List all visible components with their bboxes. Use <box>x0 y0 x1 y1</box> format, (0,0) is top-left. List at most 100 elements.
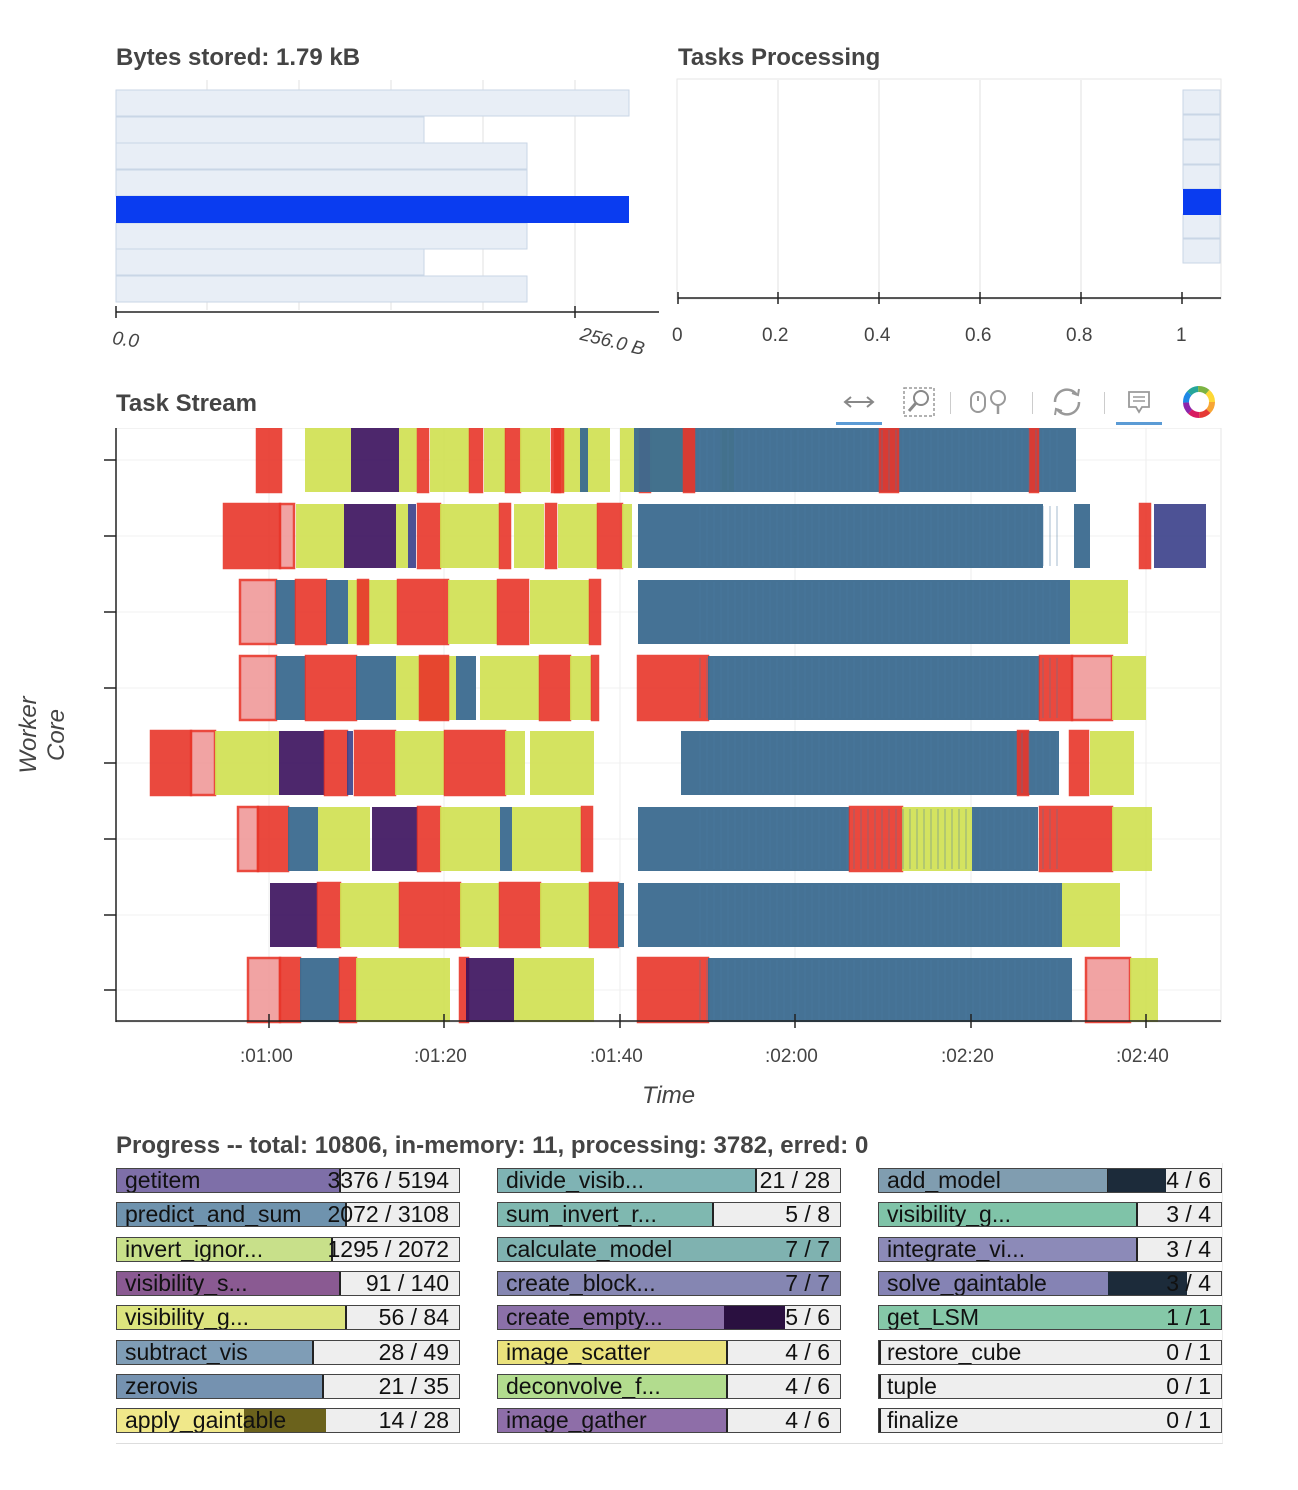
task-rect <box>256 805 290 873</box>
task-rect <box>1074 504 1090 568</box>
progress-fill <box>117 1340 315 1364</box>
task-stream-chart[interactable] <box>100 428 1225 1033</box>
task-rect <box>580 428 588 492</box>
progress-row[interactable]: deconvolve_f... 4 / 6 <box>497 1373 841 1399</box>
progress-fill <box>498 1340 728 1364</box>
task-rect <box>443 729 507 797</box>
tasks-processing-chart[interactable] <box>676 78 1226 308</box>
task-rect <box>189 729 217 797</box>
progress-row[interactable]: add_model 4 / 6 <box>878 1168 1222 1193</box>
processing-grid <box>777 80 1082 296</box>
progress-row[interactable]: zerovis 21 / 35 <box>116 1373 460 1399</box>
progress-row[interactable]: create_empty... 5 / 6 <box>497 1305 841 1331</box>
progress-count: 28 / 49 <box>378 1339 449 1365</box>
progress-row[interactable]: solve_gaintable 3 / 4 <box>878 1270 1222 1296</box>
progress-row[interactable]: restore_cube 0 / 1 <box>878 1339 1222 1365</box>
task-rect <box>480 656 540 720</box>
task-rect <box>708 656 1040 720</box>
progress-row[interactable]: get_LSM 1 / 1 <box>878 1305 1222 1331</box>
progress-count: 3 / 4 <box>1166 1236 1211 1262</box>
task-rect <box>398 881 462 949</box>
hover-icon[interactable] <box>1116 382 1162 425</box>
task-rect <box>416 805 442 873</box>
progress-row[interactable]: image_gather 4 / 6 <box>497 1408 841 1434</box>
progress-count: 2072 / 3108 <box>327 1202 449 1228</box>
bytes-stored-chart[interactable] <box>110 78 665 368</box>
task-rect <box>498 502 512 570</box>
progress-row[interactable]: getitem 3376 / 5194 <box>116 1168 460 1193</box>
task-rect <box>356 958 386 1022</box>
task-rect <box>1138 502 1152 570</box>
task-rect <box>276 656 306 720</box>
task-rect <box>238 654 278 722</box>
progress-count: 7 / 7 <box>785 1270 830 1296</box>
progress-fill <box>879 1306 1221 1330</box>
progress-row[interactable]: integrate_vi... 3 / 4 <box>878 1236 1222 1262</box>
progress-memory-fill <box>243 1409 326 1433</box>
progress-row[interactable]: predict_and_sum 2072 / 3108 <box>116 1202 460 1228</box>
task-rect <box>1028 428 1040 494</box>
pan-icon[interactable] <box>836 382 882 425</box>
task-stream-ylabel: Worker Core <box>15 696 70 774</box>
progress-task-name: visibility_g... <box>125 1305 249 1331</box>
progress-row[interactable]: invert_ignor... 1295 / 2072 <box>116 1236 460 1262</box>
bokeh-logo-icon[interactable] <box>1176 382 1222 422</box>
progress-row[interactable]: create_block... 7 / 7 <box>497 1270 841 1296</box>
task-rect <box>356 578 370 646</box>
progress-count: 56 / 84 <box>378 1305 449 1331</box>
task-rect <box>1062 883 1120 947</box>
task-rect <box>512 807 582 871</box>
progress-row[interactable]: divide_visib... 21 / 28 <box>497 1168 841 1193</box>
task-rect <box>149 729 193 797</box>
task-rect <box>408 504 416 568</box>
progress-task-name: restore_cube <box>887 1339 1022 1365</box>
task-rect <box>399 428 417 492</box>
progress-fill <box>117 1306 347 1330</box>
wheel-zoom-icon[interactable] <box>966 382 1012 422</box>
bytes-stored-title: Bytes stored: 1.79 kB <box>116 44 361 71</box>
task-rect <box>538 654 572 722</box>
progress-row[interactable]: subtract_vis 28 / 49 <box>116 1339 460 1365</box>
reset-icon[interactable] <box>1044 382 1090 422</box>
progress-task-name: getitem <box>125 1168 201 1193</box>
progress-task-name: tuple <box>887 1373 937 1399</box>
progress-row[interactable]: image_scatter 4 / 6 <box>497 1339 841 1365</box>
progress-count: 91 / 140 <box>365 1270 449 1296</box>
task-rect <box>238 578 278 646</box>
progress-row[interactable]: visibility_g... 56 / 84 <box>116 1305 460 1331</box>
task-rect <box>500 807 512 871</box>
task-rect <box>338 956 358 1024</box>
task-rect <box>496 578 530 646</box>
progress-fill <box>879 1169 1109 1192</box>
progress-row[interactable]: tuple 0 / 1 <box>878 1373 1222 1399</box>
progress-task-name: image_gather <box>506 1408 647 1434</box>
task-rect <box>638 883 1062 947</box>
task-rect <box>300 958 340 1022</box>
progress-count: 3 / 4 <box>1166 1270 1211 1296</box>
bytes-tick-0: 0.0 <box>111 328 141 353</box>
task-rect <box>356 656 396 720</box>
toolbar-divider <box>1032 392 1033 414</box>
task-rect <box>520 428 550 492</box>
progress-row[interactable]: visibility_g... 3 / 4 <box>878 1202 1222 1228</box>
task-rect <box>1130 958 1158 1022</box>
box-zoom-icon[interactable] <box>896 382 942 422</box>
progress-fill <box>879 1374 881 1398</box>
task-rect <box>1090 731 1134 795</box>
progress-row[interactable]: visibility_s... 91 / 140 <box>116 1270 460 1296</box>
progress-task-name: predict_and_sum <box>125 1202 302 1228</box>
task-rect <box>504 428 522 494</box>
task-rect <box>372 807 418 871</box>
progress-row[interactable]: calculate_model 7 / 7 <box>497 1236 841 1262</box>
progress-row[interactable]: apply_gaintable 14 / 28 <box>116 1408 460 1434</box>
progress-row[interactable]: sum_invert_r... 5 / 8 <box>497 1202 841 1228</box>
task-rect <box>326 580 348 644</box>
progress-count: 3 / 4 <box>1166 1202 1211 1228</box>
progress-fill <box>117 1237 333 1261</box>
task-rect <box>540 883 590 947</box>
task-rect <box>316 881 342 949</box>
task-rect <box>682 428 696 494</box>
progress-row[interactable]: finalize 0 / 1 <box>878 1408 1222 1434</box>
progress-task-name: solve_gaintable <box>887 1270 1047 1296</box>
task-rect <box>255 428 283 494</box>
